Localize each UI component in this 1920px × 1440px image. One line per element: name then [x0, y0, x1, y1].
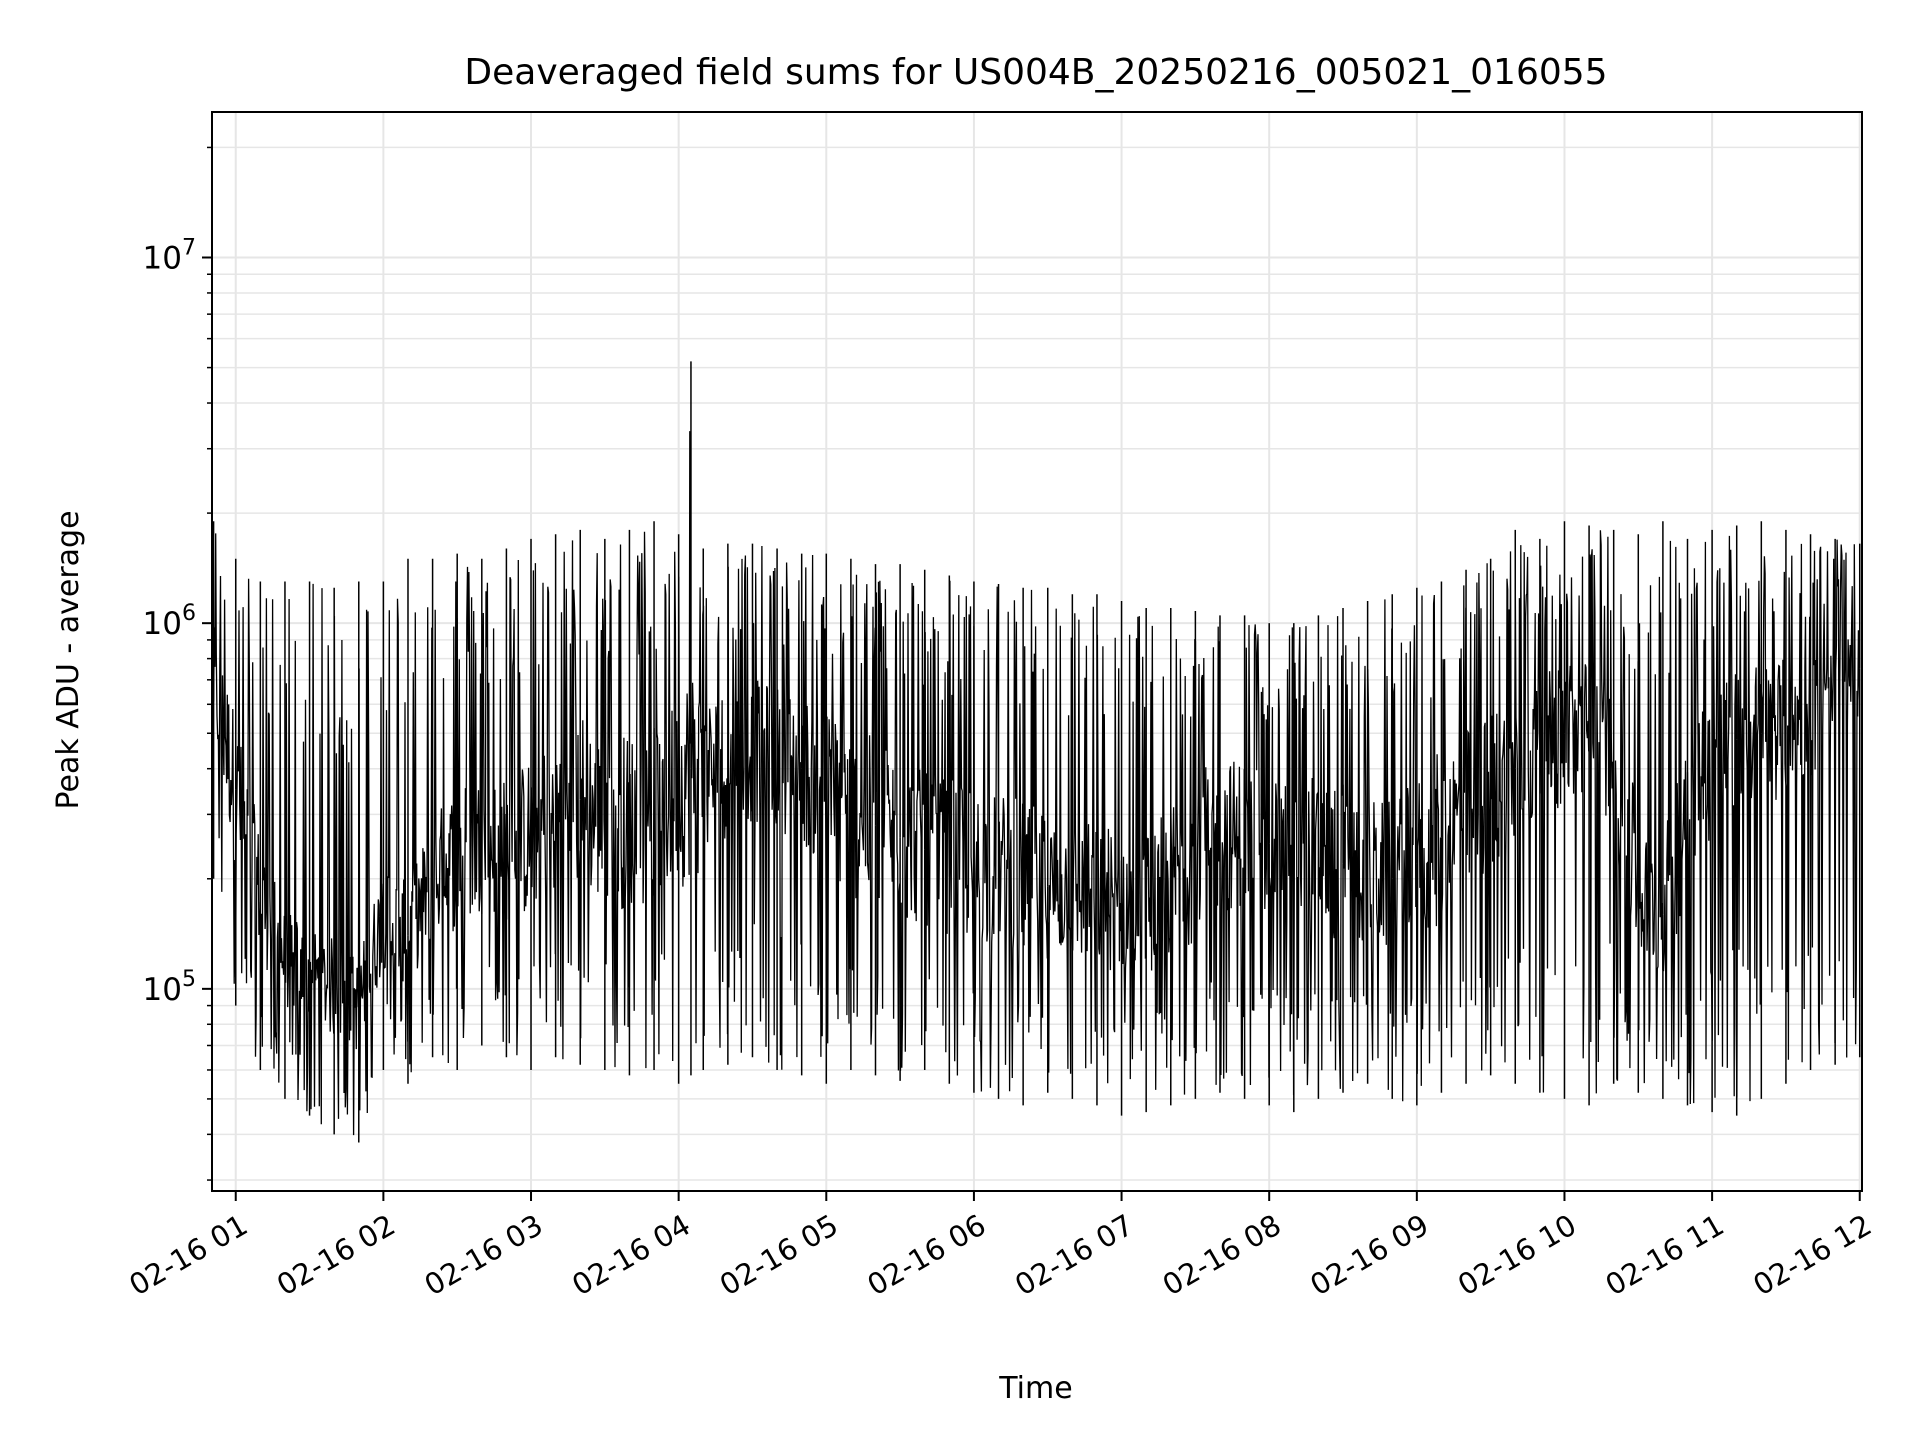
data-series — [212, 361, 1861, 1143]
x-axis-label: Time — [998, 1371, 1072, 1406]
chart-title: Deaveraged field sums for US004B_2025021… — [464, 52, 1607, 93]
y-tick-label: 105 — [143, 967, 196, 1008]
plot-frame — [211, 111, 1863, 1192]
y-axis-label: Peak ADU - average — [51, 510, 86, 809]
y-tick-label: 107 — [143, 236, 196, 277]
y-tick-label: 106 — [143, 601, 196, 642]
series-line — [212, 431, 1861, 1136]
